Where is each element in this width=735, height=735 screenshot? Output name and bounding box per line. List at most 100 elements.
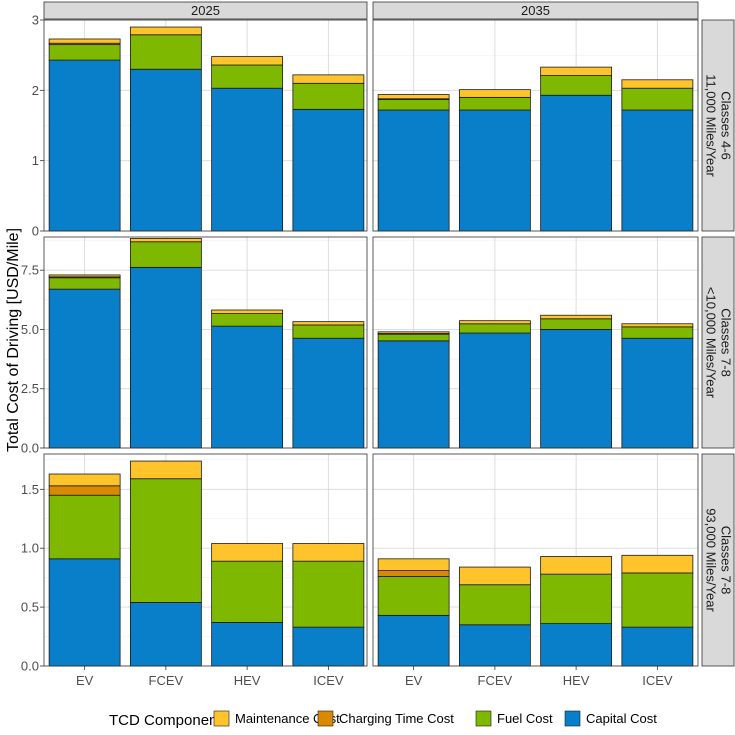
bar-ev-capital-cost	[48, 558, 121, 667]
y-tick-label: 1.0	[21, 541, 39, 556]
y-tick-label: 3	[32, 13, 39, 28]
panel-3-2025: EV FCEV HEV ICEV	[43, 453, 368, 688]
facet-row-strip-3	[701, 453, 735, 667]
bar-ev-fuel-cost	[48, 494, 121, 560]
bar-icev-fuel-cost	[621, 87, 694, 111]
facet-row-strip-1	[701, 19, 735, 232]
facet-row-strip-label-1: Classes 4-611,000 Miles/Year	[704, 74, 734, 177]
panel-1-2035	[372, 19, 699, 232]
y-tick-label: 1.5	[21, 482, 39, 497]
x-tick-label-ev: EV	[76, 673, 94, 688]
bar-ev-charging-time-cost	[48, 485, 121, 496]
y-tick-label: 0.5	[21, 600, 39, 615]
legend: TCD Component Maintenance Cost Charging T…	[109, 710, 657, 729]
bar-ev-fuel-cost	[48, 277, 121, 290]
facet-row-strip-label-3: Classes 7-893,000 Miles/Year	[704, 508, 734, 612]
legend-label-fuel-cost: Fuel Cost	[497, 711, 553, 726]
x-tick-label-icev: ICEV	[642, 673, 673, 688]
legend-label-capital-cost: Capital Cost	[586, 711, 657, 726]
bar-fcev-capital-cost	[458, 332, 531, 449]
panel-border	[43, 453, 368, 667]
bar-ev-fuel-cost	[377, 99, 450, 111]
bar-icev-capital-cost	[621, 337, 694, 449]
bar-fcev-maintenance-cost	[129, 26, 202, 36]
bar-ev-capital-cost	[377, 109, 450, 232]
bar-fcev-capital-cost	[129, 68, 202, 232]
bar-ev-fuel-cost	[377, 576, 450, 616]
bar-hev-capital-cost	[211, 87, 284, 232]
facet-strip-label-2035: 2035	[521, 3, 550, 18]
facet-panels: 2025 2035 Classes 4-611,000 Miles/Year 0 1 2 3…	[21, 1, 735, 688]
bar-fcev-maintenance-cost	[129, 238, 202, 243]
y-tick-label: 0.0	[21, 441, 39, 456]
bar-ev-capital-cost	[377, 614, 450, 667]
bar-icev-fuel-cost	[292, 324, 365, 339]
bar-hev-fuel-cost	[540, 573, 613, 625]
bar-icev-fuel-cost	[621, 326, 694, 339]
panel-3-2035: EV FCEV HEV ICEV	[372, 453, 699, 688]
bar-fcev-maintenance-cost	[458, 566, 531, 586]
bar-hev-fuel-cost	[211, 313, 284, 327]
y-tick-label: 0.0	[21, 659, 39, 674]
bar-ev-maintenance-cost	[377, 558, 450, 571]
x-tick-label-fcev: FCEV	[478, 673, 513, 688]
bar-ev-maintenance-cost	[48, 38, 121, 44]
bar-fcev-fuel-cost	[129, 34, 202, 70]
panel-1-2025	[43, 19, 368, 232]
bar-icev-capital-cost	[621, 109, 694, 232]
x-tick-label-fcev: FCEV	[149, 673, 184, 688]
bar-ev-capital-cost	[377, 340, 450, 449]
bar-ev-maintenance-cost	[377, 331, 450, 334]
bar-hev-maintenance-cost	[540, 66, 613, 76]
y-tick-label: 2	[32, 83, 39, 98]
x-tick-label-hev: HEV	[234, 673, 261, 688]
bar-ev-capital-cost	[48, 59, 121, 232]
bar-hev-maintenance-cost	[211, 543, 284, 562]
legend-key-charging-time-cost	[317, 710, 334, 727]
bar-icev-capital-cost	[292, 337, 365, 449]
bar-icev-maintenance-cost	[621, 554, 694, 574]
bar-hev-capital-cost	[211, 325, 284, 449]
bar-hev-capital-cost	[540, 94, 613, 232]
bar-hev-fuel-cost	[540, 75, 613, 96]
bar-icev-capital-cost	[292, 108, 365, 232]
bar-icev-maintenance-cost	[292, 543, 365, 562]
bar-fcev-capital-cost	[458, 109, 531, 232]
bar-fcev-fuel-cost	[458, 323, 531, 334]
x-tick-label-icev: ICEV	[313, 673, 344, 688]
y-tick-label: 7.5	[21, 263, 39, 278]
bar-ev-charging-time-cost	[377, 570, 450, 577]
legend-key-maintenance-cost	[213, 710, 230, 727]
bar-fcev-maintenance-cost	[129, 460, 202, 480]
bar-ev-fuel-cost	[48, 44, 121, 61]
legend-key-capital-cost	[564, 710, 581, 727]
bar-icev-fuel-cost	[621, 572, 694, 628]
facet-row-strip-2	[701, 236, 735, 449]
bar-icev-capital-cost	[292, 626, 365, 667]
bar-fcev-fuel-cost	[458, 584, 531, 626]
bar-fcev-capital-cost	[458, 624, 531, 667]
legend-label-maintenance-cost: Maintenance Cost	[235, 711, 340, 726]
panel-2-2025	[43, 236, 368, 449]
y-tick-label: 0	[32, 224, 39, 239]
bar-hev-maintenance-cost	[540, 314, 613, 320]
facet-strip-2035	[372, 1, 699, 20]
bar-hev-fuel-cost	[211, 560, 284, 623]
panel-2-2035	[372, 236, 699, 449]
bar-ev-maintenance-cost	[48, 473, 121, 487]
bar-icev-maintenance-cost	[292, 74, 365, 84]
bar-hev-capital-cost	[540, 623, 613, 667]
legend-key-fuel-cost	[475, 710, 492, 727]
bar-ev-maintenance-cost	[377, 94, 450, 100]
bar-icev-maintenance-cost	[621, 79, 694, 89]
bar-fcev-fuel-cost	[458, 96, 531, 111]
bar-hev-capital-cost	[211, 622, 284, 667]
panel-border	[372, 236, 699, 449]
bar-hev-maintenance-cost	[211, 309, 284, 314]
bar-fcev-maintenance-cost	[458, 89, 531, 98]
x-tick-label-ev: EV	[405, 673, 423, 688]
bar-fcev-capital-cost	[129, 266, 202, 449]
facet-row-strip-label-2: Classes 7-8<10,000 Miles/Year	[704, 287, 734, 399]
y-tick-label: 1	[32, 153, 39, 168]
